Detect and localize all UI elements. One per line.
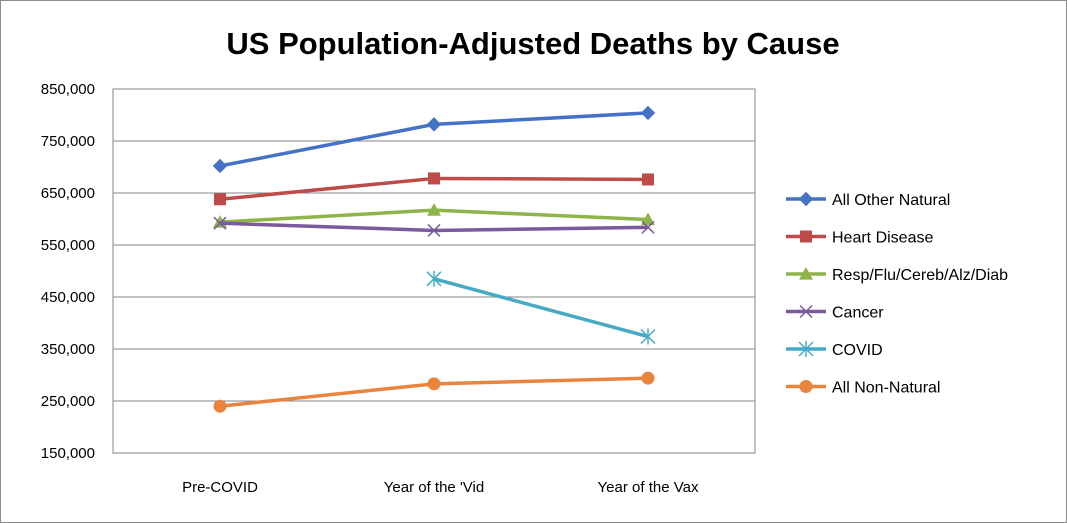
data-point [641,371,655,385]
data-point [800,230,812,243]
data-point [640,328,656,345]
y-tick-label: 450,000 [41,289,95,306]
y-tick-label: 150,000 [41,445,95,462]
x-axis-labels: Pre-COVID Year of the 'Vid Year of the Vax [182,479,699,496]
y-tick-label: 650,000 [41,185,95,202]
plot-area [112,88,756,454]
chart-title: US Population-Adjusted Deaths by Cause [226,26,839,61]
legend-item: Resp/Flu/Cereb/Alz/Diab [786,267,1008,284]
series-heart-disease [214,172,654,206]
data-point [799,380,813,393]
legend-label: All Non-Natural [832,380,940,397]
legend-item: Cancer [786,305,884,322]
x-tick-label: Year of the Vax [598,479,699,496]
legend-label: All Other Natural [832,192,950,209]
data-point [640,105,656,121]
series-all-other-natural [212,105,656,174]
series-covid [426,270,656,345]
legend-item: All Non-Natural [786,380,940,397]
x-tick-label: Year of the 'Vid [384,479,484,496]
legend-label: Resp/Flu/Cereb/Alz/Diab [832,267,1008,284]
data-point [641,212,655,226]
data-point [799,267,813,280]
data-point [641,220,655,234]
x-tick-label: Pre-COVID [182,479,258,496]
data-point [213,216,227,230]
y-tick-label: 350,000 [41,341,95,358]
legend-label: Heart Disease [832,230,933,247]
y-axis-labels: 150,000 250,000 350,000 450,000 550,000 650,0… [41,81,95,462]
data-point [428,172,440,185]
data-point [212,158,228,174]
y-tick-label: 550,000 [41,237,95,254]
data-point [214,193,226,206]
y-tick-label: 750,000 [41,133,95,150]
series-cancer [213,216,655,237]
data-point [426,270,442,287]
legend-label: COVID [832,342,883,359]
series-layer [212,105,656,413]
data-point [427,203,441,216]
legend-item: COVID [786,341,883,359]
data-point [213,399,227,413]
data-point [642,173,654,186]
y-tick-label: 850,000 [41,81,95,98]
legend: All Other Natural Heart Disease Resp/Flu/C… [786,191,1008,397]
legend-item: All Other Natural [786,191,950,209]
data-point [426,117,442,132]
data-point [427,223,441,237]
data-point [799,304,813,319]
data-point [427,377,441,391]
legend-item: Heart Disease [786,230,933,247]
y-tick-label: 250,000 [41,393,95,410]
data-point [798,341,814,357]
legend-label: Cancer [832,305,884,322]
data-point [798,191,814,207]
series-line [219,221,649,233]
series-all-non-natural [213,371,655,413]
series-line [433,277,649,339]
